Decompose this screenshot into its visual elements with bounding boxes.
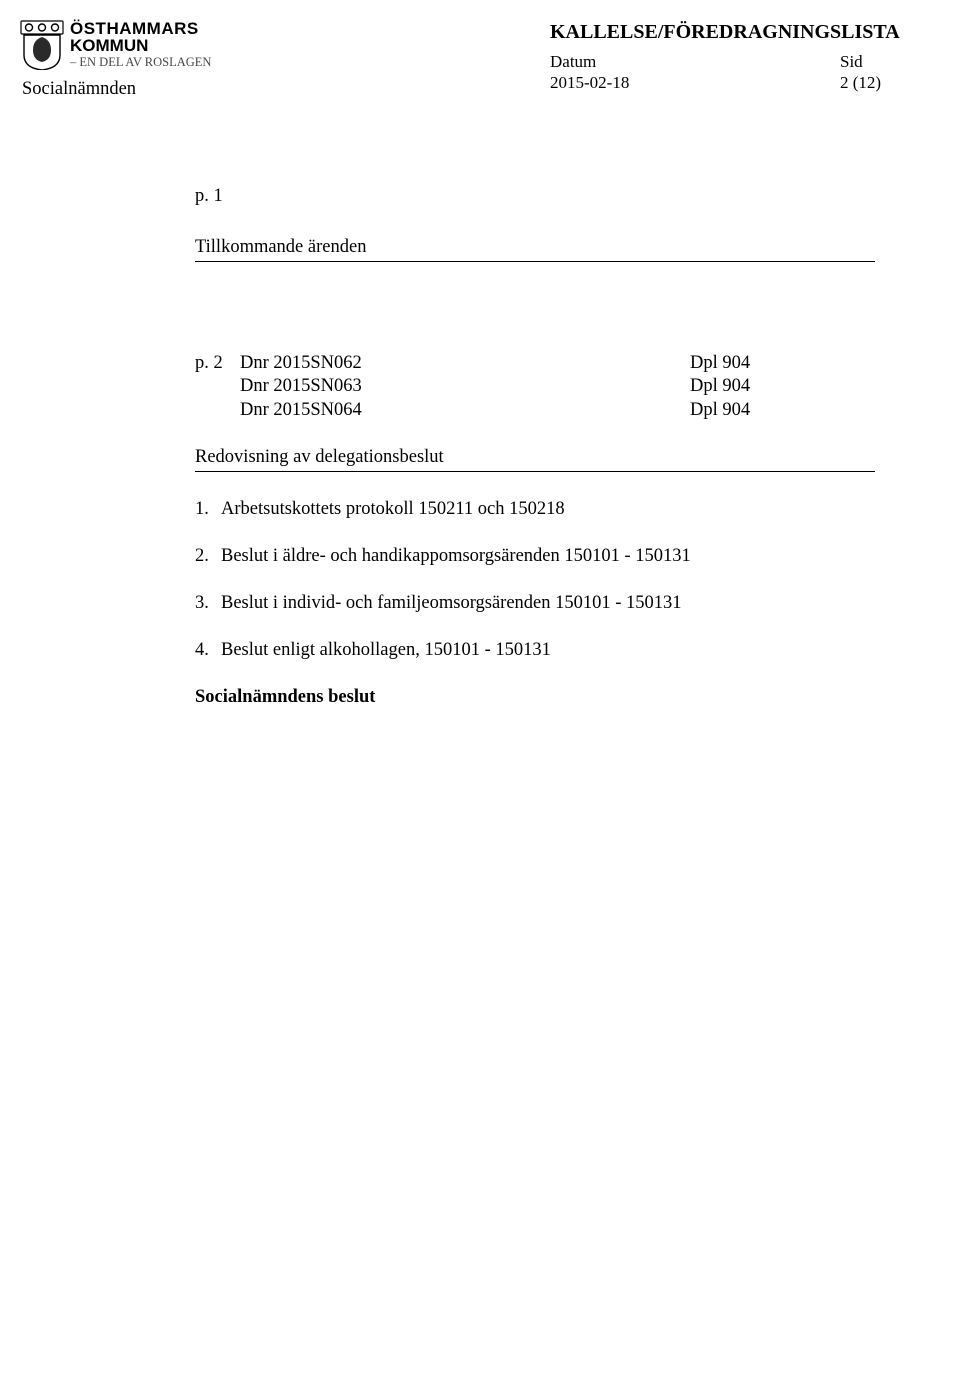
dnr-3: Dnr 2015SN064 xyxy=(240,399,690,422)
datum-label: Datum xyxy=(550,51,840,72)
item-number: 1. xyxy=(195,498,221,521)
list-item: 1. Arbetsutskottets protokoll 150211 och… xyxy=(195,498,875,521)
dnr-1: Dnr 2015SN062 xyxy=(240,352,690,375)
sid-label: Sid xyxy=(840,51,910,72)
item-text: Beslut i individ- och familjeomsorgsären… xyxy=(221,592,682,615)
list-item: 2. Beslut i äldre- och handikappomsorgsä… xyxy=(195,545,875,568)
item-number: 2. xyxy=(195,545,221,568)
logo-tagline: – EN DEL AV ROSLAGEN xyxy=(70,56,211,69)
item-number: 3. xyxy=(195,592,221,615)
header-meta-labels: Datum Sid xyxy=(550,51,910,72)
sid-value: 2 (12) xyxy=(840,72,910,93)
beslut-heading: Socialnämndens beslut xyxy=(195,686,875,709)
page-header: ÖSTHAMMARS KOMMUN – EN DEL AV ROSLAGEN K… xyxy=(20,20,910,94)
p2-dnr-row-2: Dnr 2015SN063 Dpl 904 xyxy=(240,375,875,398)
committee-name: Socialnämnden xyxy=(22,78,136,101)
item-text: Beslut enligt alkohollagen, 150101 - 150… xyxy=(221,639,551,662)
p2-subheading: Redovisning av delegationsbeslut xyxy=(195,446,875,472)
p1-title: Tillkommande ärenden xyxy=(195,236,875,262)
datum-value: 2015-02-18 xyxy=(550,72,840,93)
dpl-2: Dpl 904 xyxy=(690,375,750,398)
item-text: Beslut i äldre- och handikappomsorgsären… xyxy=(221,545,691,568)
item-text: Arbetsutskottets protokoll 150211 och 15… xyxy=(221,498,565,521)
document-body: p. 1 Tillkommande ärenden p. 2 Dnr 2015S… xyxy=(195,185,875,709)
p2-dnr-row-3: Dnr 2015SN064 Dpl 904 xyxy=(240,399,875,422)
logo-text: ÖSTHAMMARS KOMMUN – EN DEL AV ROSLAGEN xyxy=(70,20,211,69)
header-meta-values: 2015-02-18 2 (12) xyxy=(550,72,910,93)
logo-block: ÖSTHAMMARS KOMMUN – EN DEL AV ROSLAGEN xyxy=(20,20,211,70)
dpl-3: Dpl 904 xyxy=(690,399,750,422)
p1-number: p. 1 xyxy=(195,185,875,208)
p2-dnr-row-1: p. 2 Dnr 2015SN062 Dpl 904 xyxy=(195,352,875,375)
header-right: KALLELSE/FÖREDRAGNINGSLISTA Datum Sid 20… xyxy=(550,20,910,94)
municipality-logo-icon xyxy=(20,20,64,70)
item-number: 4. xyxy=(195,639,221,662)
list-item: 4. Beslut enligt alkohollagen, 150101 - … xyxy=(195,639,875,662)
doc-type-title: KALLELSE/FÖREDRAGNINGSLISTA xyxy=(550,20,910,45)
dpl-1: Dpl 904 xyxy=(690,352,750,375)
list-item: 3. Beslut i individ- och familjeomsorgsä… xyxy=(195,592,875,615)
logo-line1: ÖSTHAMMARS xyxy=(70,20,211,37)
page: ÖSTHAMMARS KOMMUN – EN DEL AV ROSLAGEN K… xyxy=(0,0,960,1393)
p2-number: p. 2 xyxy=(195,352,240,375)
logo-line2: KOMMUN xyxy=(70,37,211,54)
dnr-2: Dnr 2015SN063 xyxy=(240,375,690,398)
